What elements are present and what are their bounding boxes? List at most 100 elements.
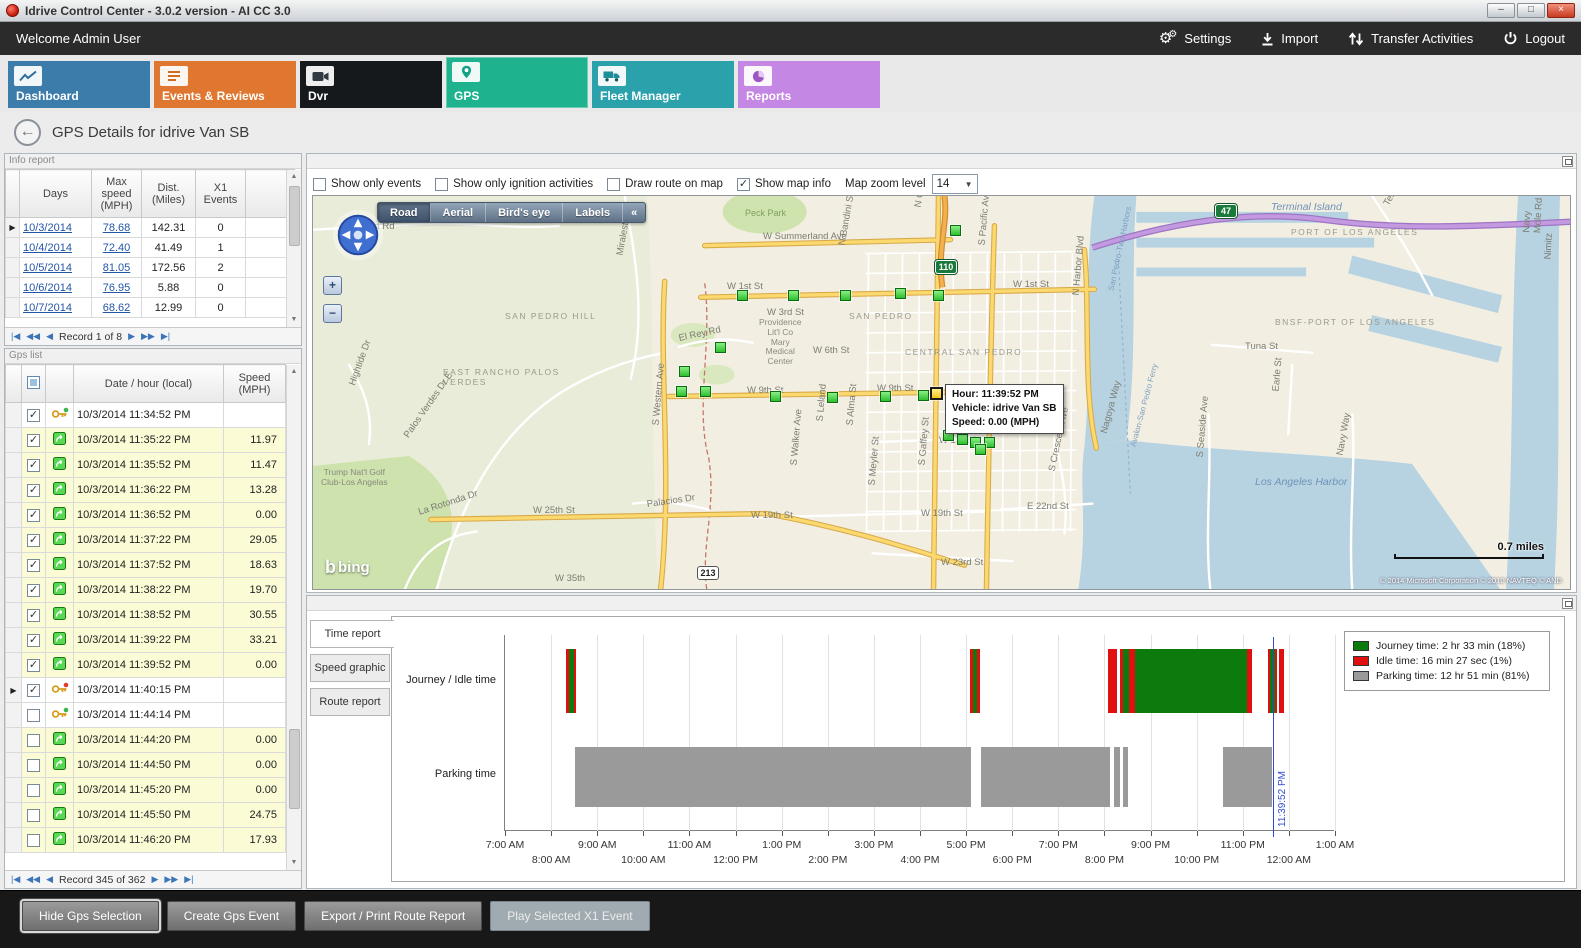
gps-list-row[interactable]: 10/3/2014 11:45:50 PM 24.75 <box>5 802 286 828</box>
info-col-max-speed[interactable]: Max speed (MPH) <box>91 169 142 218</box>
export-print-route-report-button[interactable]: Export / Print Route Report <box>304 900 483 931</box>
nav-next-page-button[interactable]: ▶▶ <box>164 874 179 884</box>
row-checkbox[interactable] <box>27 733 40 747</box>
gps-list-row[interactable]: ✓ 10/3/2014 11:36:22 PM 13.28 <box>5 477 286 503</box>
row-checkbox[interactable]: ✓ <box>27 583 40 597</box>
minimize-button[interactable]: – <box>1487 3 1515 18</box>
gps-list-row[interactable]: ✓ 10/3/2014 11:39:52 PM 0.00 <box>5 652 286 678</box>
max-speed-link[interactable]: 78.68 <box>102 221 131 234</box>
gps-marker[interactable] <box>918 390 929 401</box>
gps-list-row[interactable]: ✓ 10/3/2014 11:35:52 PM 11.47 <box>5 452 286 478</box>
select-all-checkbox[interactable] <box>27 375 40 389</box>
gps-marker[interactable] <box>788 290 799 301</box>
unchecked-checkbox[interactable] <box>435 177 449 191</box>
compass-control[interactable] <box>331 208 385 265</box>
gps-list-scrollbar[interactable]: ▲ ▼ <box>286 365 301 870</box>
gps-list-row[interactable]: 10/3/2014 11:45:20 PM 0.00 <box>5 777 286 803</box>
day-link[interactable]: 10/6/2014 <box>23 281 72 294</box>
time-cursor[interactable] <box>1273 637 1275 837</box>
nav-prev-button[interactable]: ◀ <box>46 874 54 884</box>
info-report-row[interactable]: 10/6/2014 76.95 5.88 0 <box>5 277 295 298</box>
day-link[interactable]: 10/7/2014 <box>23 301 72 314</box>
nav-next-button[interactable]: ▶ <box>151 874 159 884</box>
gps-marker[interactable] <box>880 391 891 402</box>
gps-list-row[interactable]: ✓ 10/3/2014 11:37:22 PM 29.05 <box>5 527 286 553</box>
unchecked-checkbox[interactable] <box>313 177 326 191</box>
scroll-down-icon[interactable]: ▼ <box>290 859 298 866</box>
scroll-down-icon[interactable]: ▼ <box>290 316 298 323</box>
back-button[interactable]: ← <box>14 118 41 146</box>
scrollbar-thumb[interactable] <box>289 728 300 809</box>
tab-fleet-manager[interactable]: Fleet Manager <box>592 61 734 108</box>
info-report-scrollbar[interactable]: ▲ ▼ <box>286 170 301 327</box>
tab-events-reviews[interactable]: Events & Reviews <box>154 61 296 108</box>
map-view-tab-road[interactable]: Road <box>378 203 431 222</box>
tab-dashboard[interactable]: Dashboard <box>8 61 150 108</box>
gps-list-row[interactable]: 10/3/2014 11:44:20 PM 0.00 <box>5 727 286 753</box>
gps-col-datetime[interactable]: Date / hour (local) <box>73 364 224 403</box>
row-checkbox[interactable] <box>27 833 40 847</box>
tab-dvr[interactable]: Dvr <box>300 61 442 108</box>
topbar-action-logout[interactable]: Logout <box>1503 31 1565 46</box>
row-checkbox[interactable]: ✓ <box>27 533 40 547</box>
nav-prev-page-button[interactable]: ◀◀ <box>26 874 41 884</box>
max-speed-link[interactable]: 76.95 <box>102 281 131 294</box>
info-col-x1-events[interactable]: X1 Events <box>195 169 246 218</box>
row-checkbox[interactable]: ✓ <box>27 683 40 697</box>
topbar-action-transfer-activities[interactable]: Transfer Activities <box>1348 31 1473 46</box>
maximize-button[interactable]: □ <box>1517 3 1545 18</box>
gps-list-row[interactable]: 10/3/2014 11:44:50 PM 0.00 <box>5 752 286 778</box>
gps-marker-active[interactable] <box>930 387 943 400</box>
nav-prev-page-button[interactable]: ◀◀ <box>26 331 41 341</box>
topbar-action-settings[interactable]: ⚙ ⚙ Settings <box>1159 29 1231 46</box>
info-report-row[interactable]: ▶ 10/3/2014 78.68 142.31 0 <box>5 217 295 238</box>
tab-time-report[interactable]: Time report <box>310 620 394 648</box>
max-speed-link[interactable]: 72.40 <box>102 241 131 254</box>
row-checkbox[interactable]: ✓ <box>27 483 40 497</box>
info-report-row[interactable]: 10/4/2014 72.40 41.49 1 <box>5 237 295 258</box>
row-checkbox[interactable]: ✓ <box>27 508 40 522</box>
map-view-tab-aerial[interactable]: Aerial <box>431 203 487 222</box>
gps-list-row[interactable]: ✓ 10/3/2014 11:39:22 PM 33.21 <box>5 627 286 653</box>
tab-speed-graphic[interactable]: Speed graphic <box>310 654 390 682</box>
nav-next-button[interactable]: ▶ <box>128 331 135 341</box>
row-checkbox[interactable]: ✓ <box>27 608 40 622</box>
map-viewbar-collapse-button[interactable]: « <box>631 206 638 219</box>
gps-list-row[interactable]: ✓ 10/3/2014 11:35:22 PM 11.97 <box>5 427 286 453</box>
info-col-days[interactable]: Days <box>19 169 92 218</box>
map-view-tab-labels[interactable]: Labels <box>563 203 624 222</box>
row-checkbox[interactable]: ✓ <box>27 433 40 447</box>
info-report-row[interactable]: 10/7/2014 68.62 12.99 0 <box>5 297 295 318</box>
gps-marker[interactable] <box>895 288 906 299</box>
gps-marker[interactable] <box>957 434 968 445</box>
gps-select-all-header[interactable] <box>21 364 46 403</box>
topbar-action-import[interactable]: Import <box>1261 31 1318 46</box>
gps-list-row[interactable]: ✓ 10/3/2014 11:36:52 PM 0.00 <box>5 502 286 528</box>
row-checkbox[interactable]: ✓ <box>27 408 40 422</box>
map-option-3[interactable]: ✓ Show map info <box>736 177 831 191</box>
create-gps-event-button[interactable]: Create Gps Event <box>166 900 297 931</box>
row-checkbox[interactable] <box>27 758 40 772</box>
nav-last-button[interactable]: ▶| <box>160 331 171 341</box>
map-zoom-out-button[interactable]: − <box>323 304 342 323</box>
nav-prev-button[interactable]: ◀ <box>46 331 54 341</box>
gps-marker[interactable] <box>700 386 711 397</box>
nav-first-button[interactable]: |◀ <box>11 331 21 341</box>
close-button[interactable]: × <box>1547 3 1575 18</box>
gps-list-row[interactable]: 10/3/2014 11:46:20 PM 17.93 <box>5 827 286 853</box>
nav-last-button[interactable]: ▶| <box>184 874 194 884</box>
info-col-dist[interactable]: Dist. (Miles) <box>141 169 196 218</box>
tab-reports[interactable]: Reports <box>738 61 880 108</box>
map-zoom-in-button[interactable]: + <box>323 276 342 295</box>
collapse-panel-button[interactable] <box>1562 156 1573 167</box>
gps-marker[interactable] <box>933 290 944 301</box>
day-link[interactable]: 10/3/2014 <box>23 221 72 234</box>
gps-marker[interactable] <box>770 391 781 402</box>
map-canvas[interactable]: Peck ParkCrest RdW Summerland AveMirales… <box>312 195 1571 590</box>
row-checkbox[interactable] <box>27 783 40 797</box>
gps-marker[interactable] <box>840 290 851 301</box>
map-option-2[interactable]: Draw route on map <box>607 177 723 191</box>
row-checkbox[interactable]: ✓ <box>27 633 40 647</box>
gps-col-speed[interactable]: Speed (MPH) <box>223 364 286 403</box>
row-checkbox[interactable]: ✓ <box>27 458 40 472</box>
